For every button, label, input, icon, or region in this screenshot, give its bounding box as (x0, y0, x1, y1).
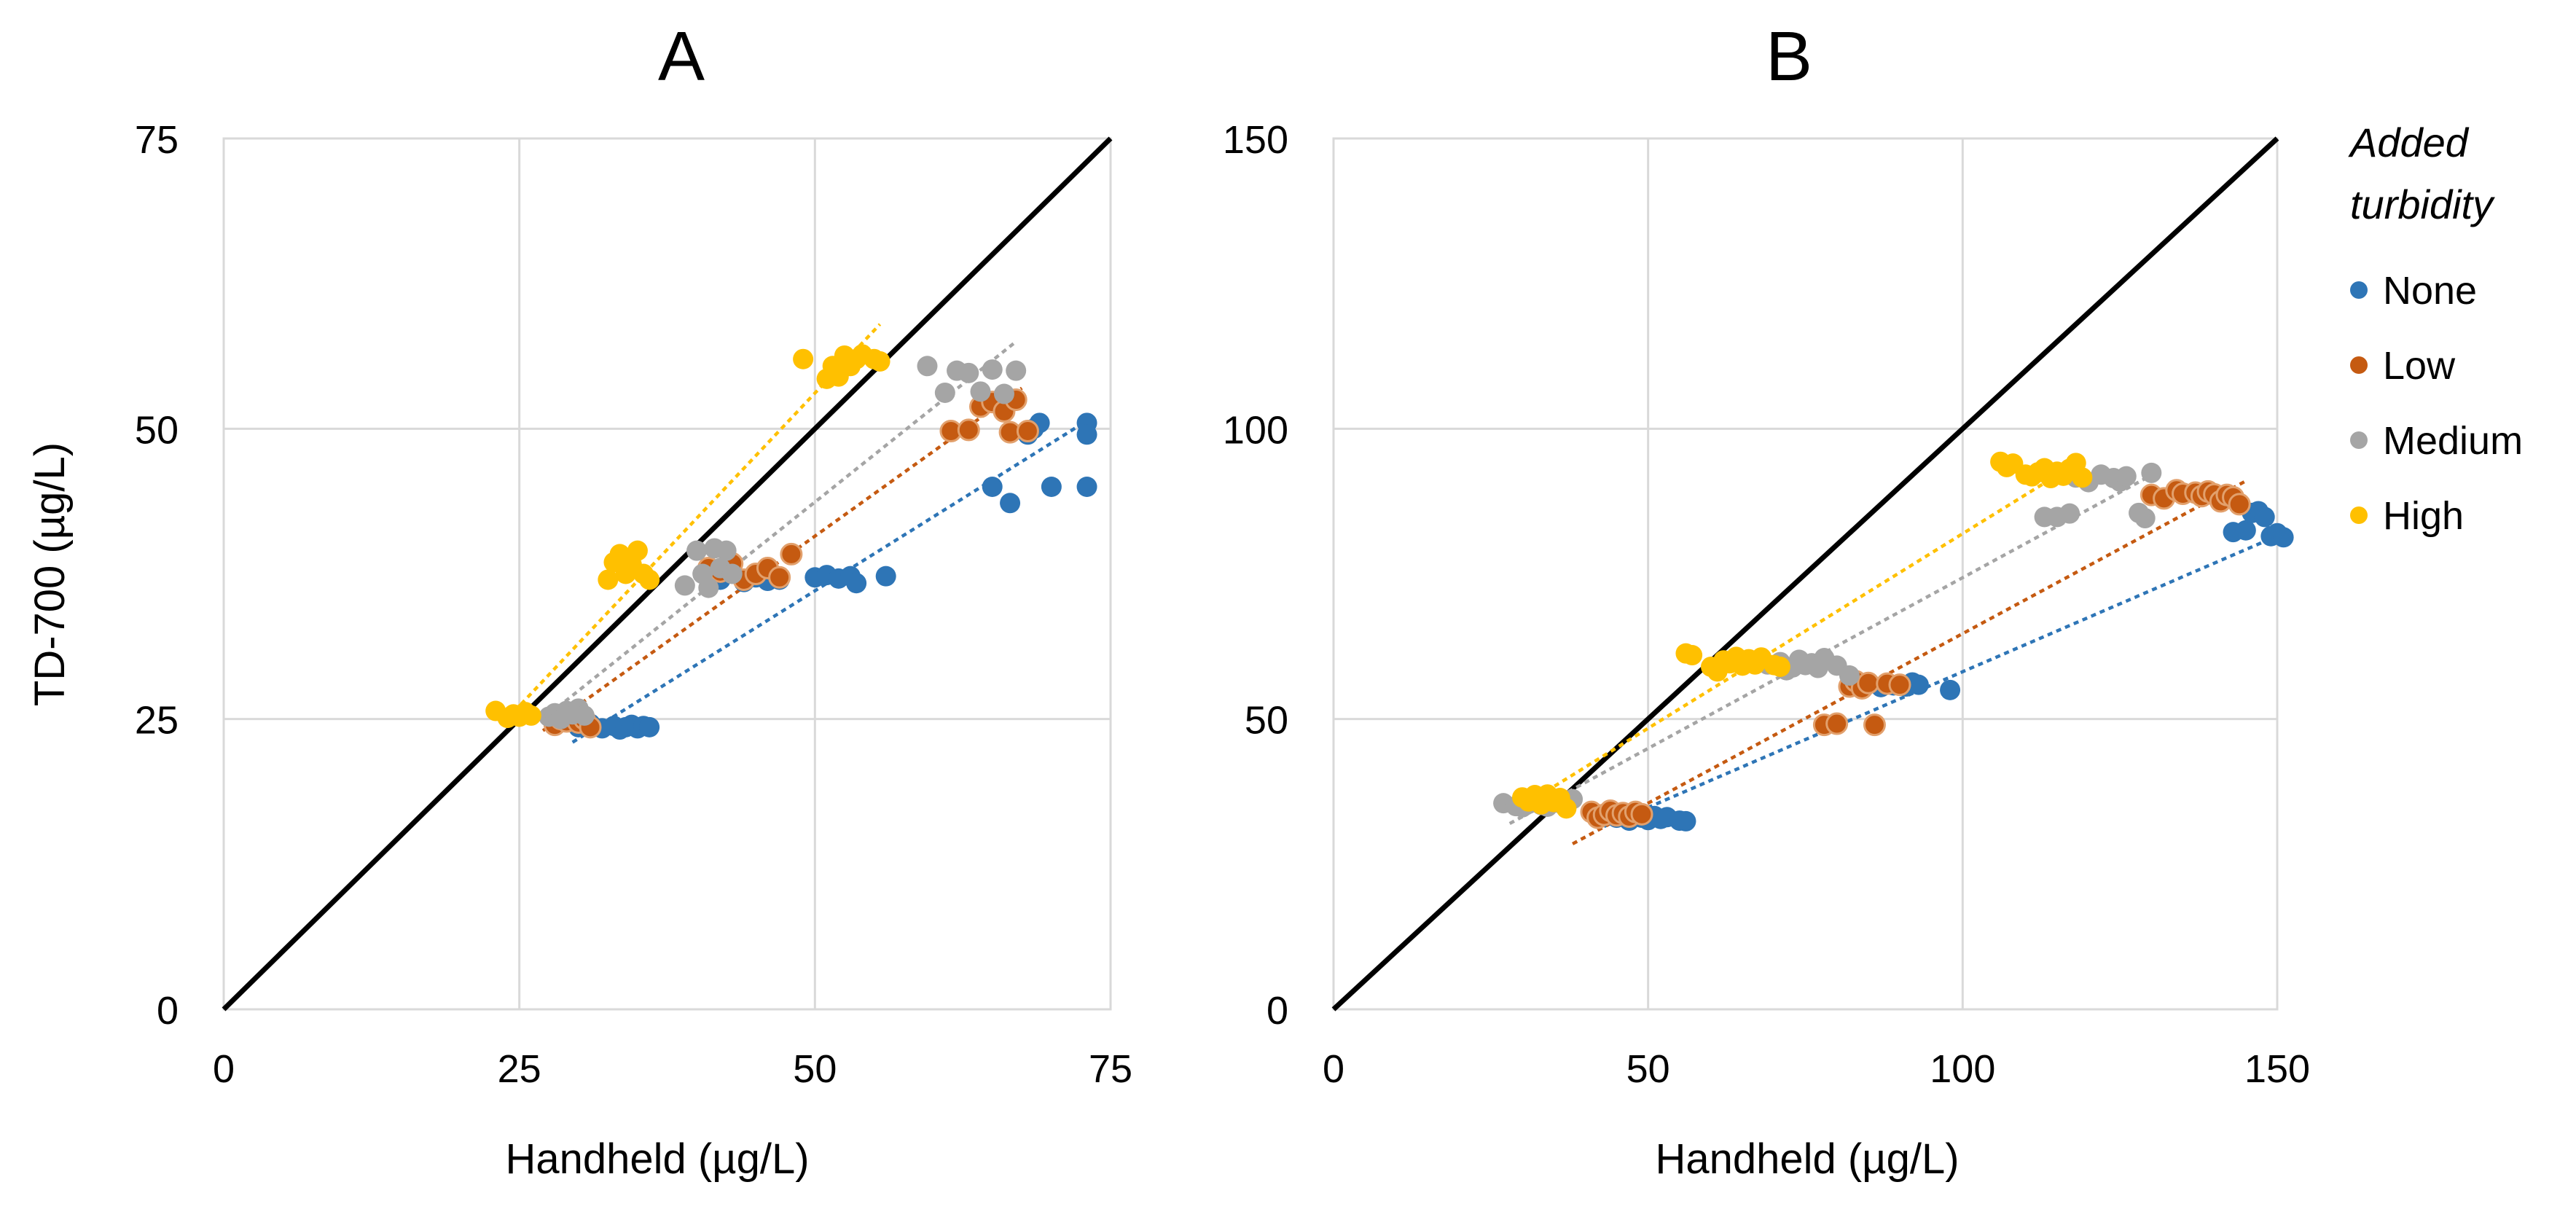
panel-b-y-tick-label: 50 (1245, 699, 1288, 743)
legend-marker-medium (2350, 431, 2368, 449)
panel-b-x-tick-label: 50 (1626, 1047, 1670, 1091)
legend-label-high: High (2383, 494, 2464, 538)
panel-b-point-high (1682, 645, 1703, 666)
panel-b-title: B (1766, 17, 1812, 95)
panel-a-point-medium (993, 383, 1014, 404)
panel-b-y-tick-label: 100 (1223, 408, 1288, 452)
panel-b-point-medium (2141, 462, 2162, 483)
panel-b-one-to-one-line (1331, 136, 2279, 1012)
panel-a-point-none (846, 573, 867, 594)
panel-a-y-tick-label: 0 (157, 989, 179, 1033)
panel-b-point-none (2235, 520, 2256, 541)
panel-a-y-tick-label: 25 (135, 699, 179, 743)
panel-b-y-tick-label: 0 (1267, 989, 1288, 1033)
panel-b-x-tick-label: 0 (1323, 1047, 1344, 1091)
panel-a-point-medium (934, 382, 955, 403)
panel-b-point-high (2072, 467, 2093, 488)
panel-a-point-low (1016, 420, 1039, 443)
panel-a-point-none (1000, 493, 1021, 514)
panel-a-point-medium (686, 540, 708, 561)
legend-title-line-2: turbidity (2350, 181, 2495, 227)
panel-b-point-medium (2134, 508, 2156, 529)
panel-a-point-medium (721, 563, 743, 584)
panel-a-point-high (639, 569, 660, 590)
panel-a-point-none (1076, 424, 1097, 445)
legend-marker-low (2350, 356, 2368, 374)
panel-a-point-high (793, 348, 814, 369)
panel-a-point-medium (716, 540, 737, 561)
panel-b-point-none (1675, 810, 1696, 832)
panel-a-point-medium (917, 356, 938, 377)
panel-b-y-tick-label: 150 (1223, 118, 1288, 162)
panel-a-x-tick-label: 25 (498, 1047, 541, 1091)
panel-b-point-none (2273, 527, 2294, 548)
panel-a-point-none (639, 716, 660, 737)
panel-a-title: A (658, 17, 705, 95)
panel-a-trendline-high (500, 323, 882, 727)
panel-b-point-high (1769, 656, 1790, 677)
legend-label-none: None (2383, 269, 2477, 313)
panel-b-point-low (1857, 671, 1880, 695)
panel-b-x-tick-label: 100 (1930, 1047, 1995, 1091)
panel-a-y-tick-label: 75 (135, 118, 179, 162)
panel-a-y-axis-title: TD-700 (µg/L) (26, 442, 74, 706)
panel-b: B 0 50 100 150 0 50 100 150 Handheld (µg/L) (1223, 17, 2310, 1183)
panel-b-trendline-medium (1508, 474, 2153, 826)
panel-b-point-medium (1839, 665, 1860, 686)
panel-b-point-none (1908, 674, 1929, 695)
panel-b-point-low (1863, 713, 1886, 737)
panel-a-x-tick-label: 50 (793, 1047, 837, 1091)
panel-a-one-to-one-line (222, 136, 1113, 1012)
legend-label-low: Low (2383, 344, 2456, 388)
panel-a-x-tick-label: 0 (213, 1047, 235, 1091)
panel-a-point-medium (1006, 360, 1027, 381)
panel-b-x-tick-label: 150 (2244, 1047, 2310, 1091)
legend-marker-none (2350, 281, 2368, 299)
panel-a-point-high (598, 569, 619, 590)
panel-b-trendline-high (1521, 462, 2077, 808)
panel-b-point-low (2228, 493, 2251, 516)
panel-b-point-low (1630, 802, 1653, 826)
panel-a-point-medium (698, 577, 719, 598)
panel-b-point-none (2254, 506, 2275, 528)
panel-b-point-low (1888, 673, 1911, 697)
panel-a-trendline-medium (541, 340, 1017, 721)
panel-b-trendline-low (1571, 480, 2247, 845)
panel-a-point-low (780, 542, 803, 566)
panel-a-point-low (768, 566, 791, 589)
legend-title-line-1: Added (2348, 120, 2470, 165)
panel-a-point-none (982, 477, 1003, 497)
panel-b-point-none (1940, 679, 1961, 700)
panel-a-point-medium (674, 575, 695, 596)
panel-b-point-high (1556, 798, 1577, 819)
panel-b-trendline-none (1603, 531, 2285, 829)
panel-a-x-axis-title: Handheld (µg/L) (505, 1135, 809, 1183)
panel-a-point-medium (982, 359, 1003, 380)
panel-a-point-low (957, 418, 980, 442)
legend-label-medium: Medium (2383, 419, 2523, 463)
panel-a: A 0 25 50 75 0 25 50 75 Handheld (µg/L) TD-700… (26, 17, 1132, 1183)
panel-a-point-medium (573, 705, 595, 726)
panel-a-point-none (875, 566, 896, 587)
panel-a-point-medium (970, 381, 991, 402)
panel-a-y-tick-label: 50 (135, 408, 179, 452)
legend: Added turbidity None Low Medium High (2348, 120, 2523, 538)
panel-a-point-high (520, 705, 541, 726)
panel-a-x-tick-label: 75 (1089, 1047, 1132, 1091)
panel-b-point-medium (2059, 503, 2080, 524)
panel-b-point-low (1825, 712, 1849, 735)
panel-b-point-medium (2115, 466, 2137, 487)
panel-a-point-none (1041, 477, 1062, 497)
legend-marker-high (2350, 506, 2368, 524)
panel-a-point-high (869, 351, 890, 372)
panel-a-point-medium (958, 362, 979, 383)
panel-b-x-axis-title: Handheld (µg/L) (1655, 1135, 1959, 1183)
panel-a-point-high (627, 540, 648, 561)
panel-a-point-none (1076, 477, 1097, 497)
